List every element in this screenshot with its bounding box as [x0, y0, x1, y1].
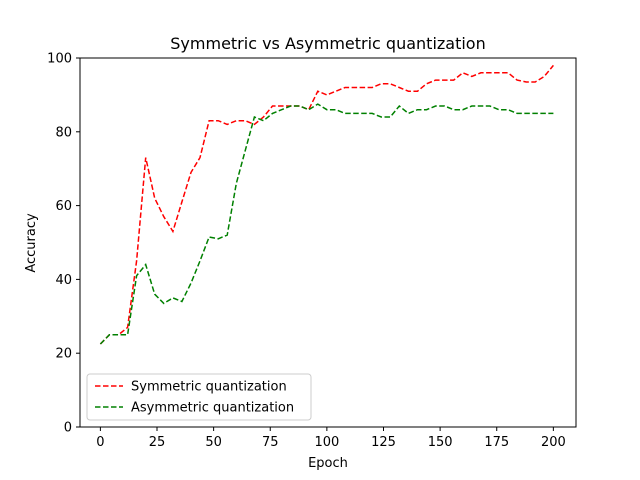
legend-entry: Symmetric quantization: [131, 380, 287, 395]
legend-entry: Asymmetric quantization: [131, 401, 294, 416]
x-tick-label: 0: [96, 435, 104, 450]
y-tick-label: 100: [47, 52, 72, 67]
y-tick-label: 60: [55, 199, 72, 214]
x-tick-label: 200: [541, 435, 566, 450]
y-tick-label: 80: [55, 125, 72, 140]
y-tick-label: 20: [55, 347, 72, 362]
x-tick-label: 100: [314, 435, 339, 450]
x-tick-label: 175: [484, 435, 509, 450]
x-tick-label: 125: [371, 435, 396, 450]
y-axis-label: Accuracy: [24, 213, 39, 273]
legend: Symmetric quantization Asymmetric quantiz…: [86, 373, 312, 421]
y-tick-label: 40: [55, 273, 72, 288]
y-axis: 0 20 40 60 80 100: [47, 52, 80, 436]
x-axis-label: Epoch: [308, 456, 348, 471]
x-tick-label: 75: [262, 435, 279, 450]
x-axis: 0 25 50 75 100 125 150 175 200: [96, 427, 566, 450]
chart-title: Symmetric vs Asymmetric quantization: [170, 34, 485, 53]
series-line-asymmetric: [99, 103, 554, 345]
series-layer: [99, 64, 554, 345]
x-tick-label: 25: [149, 435, 166, 450]
plot-frame: [79, 57, 577, 428]
y-tick-label: 0: [64, 421, 72, 436]
x-tick-label: 150: [428, 435, 453, 450]
x-tick-label: 50: [205, 435, 222, 450]
legend-box: [86, 373, 312, 421]
